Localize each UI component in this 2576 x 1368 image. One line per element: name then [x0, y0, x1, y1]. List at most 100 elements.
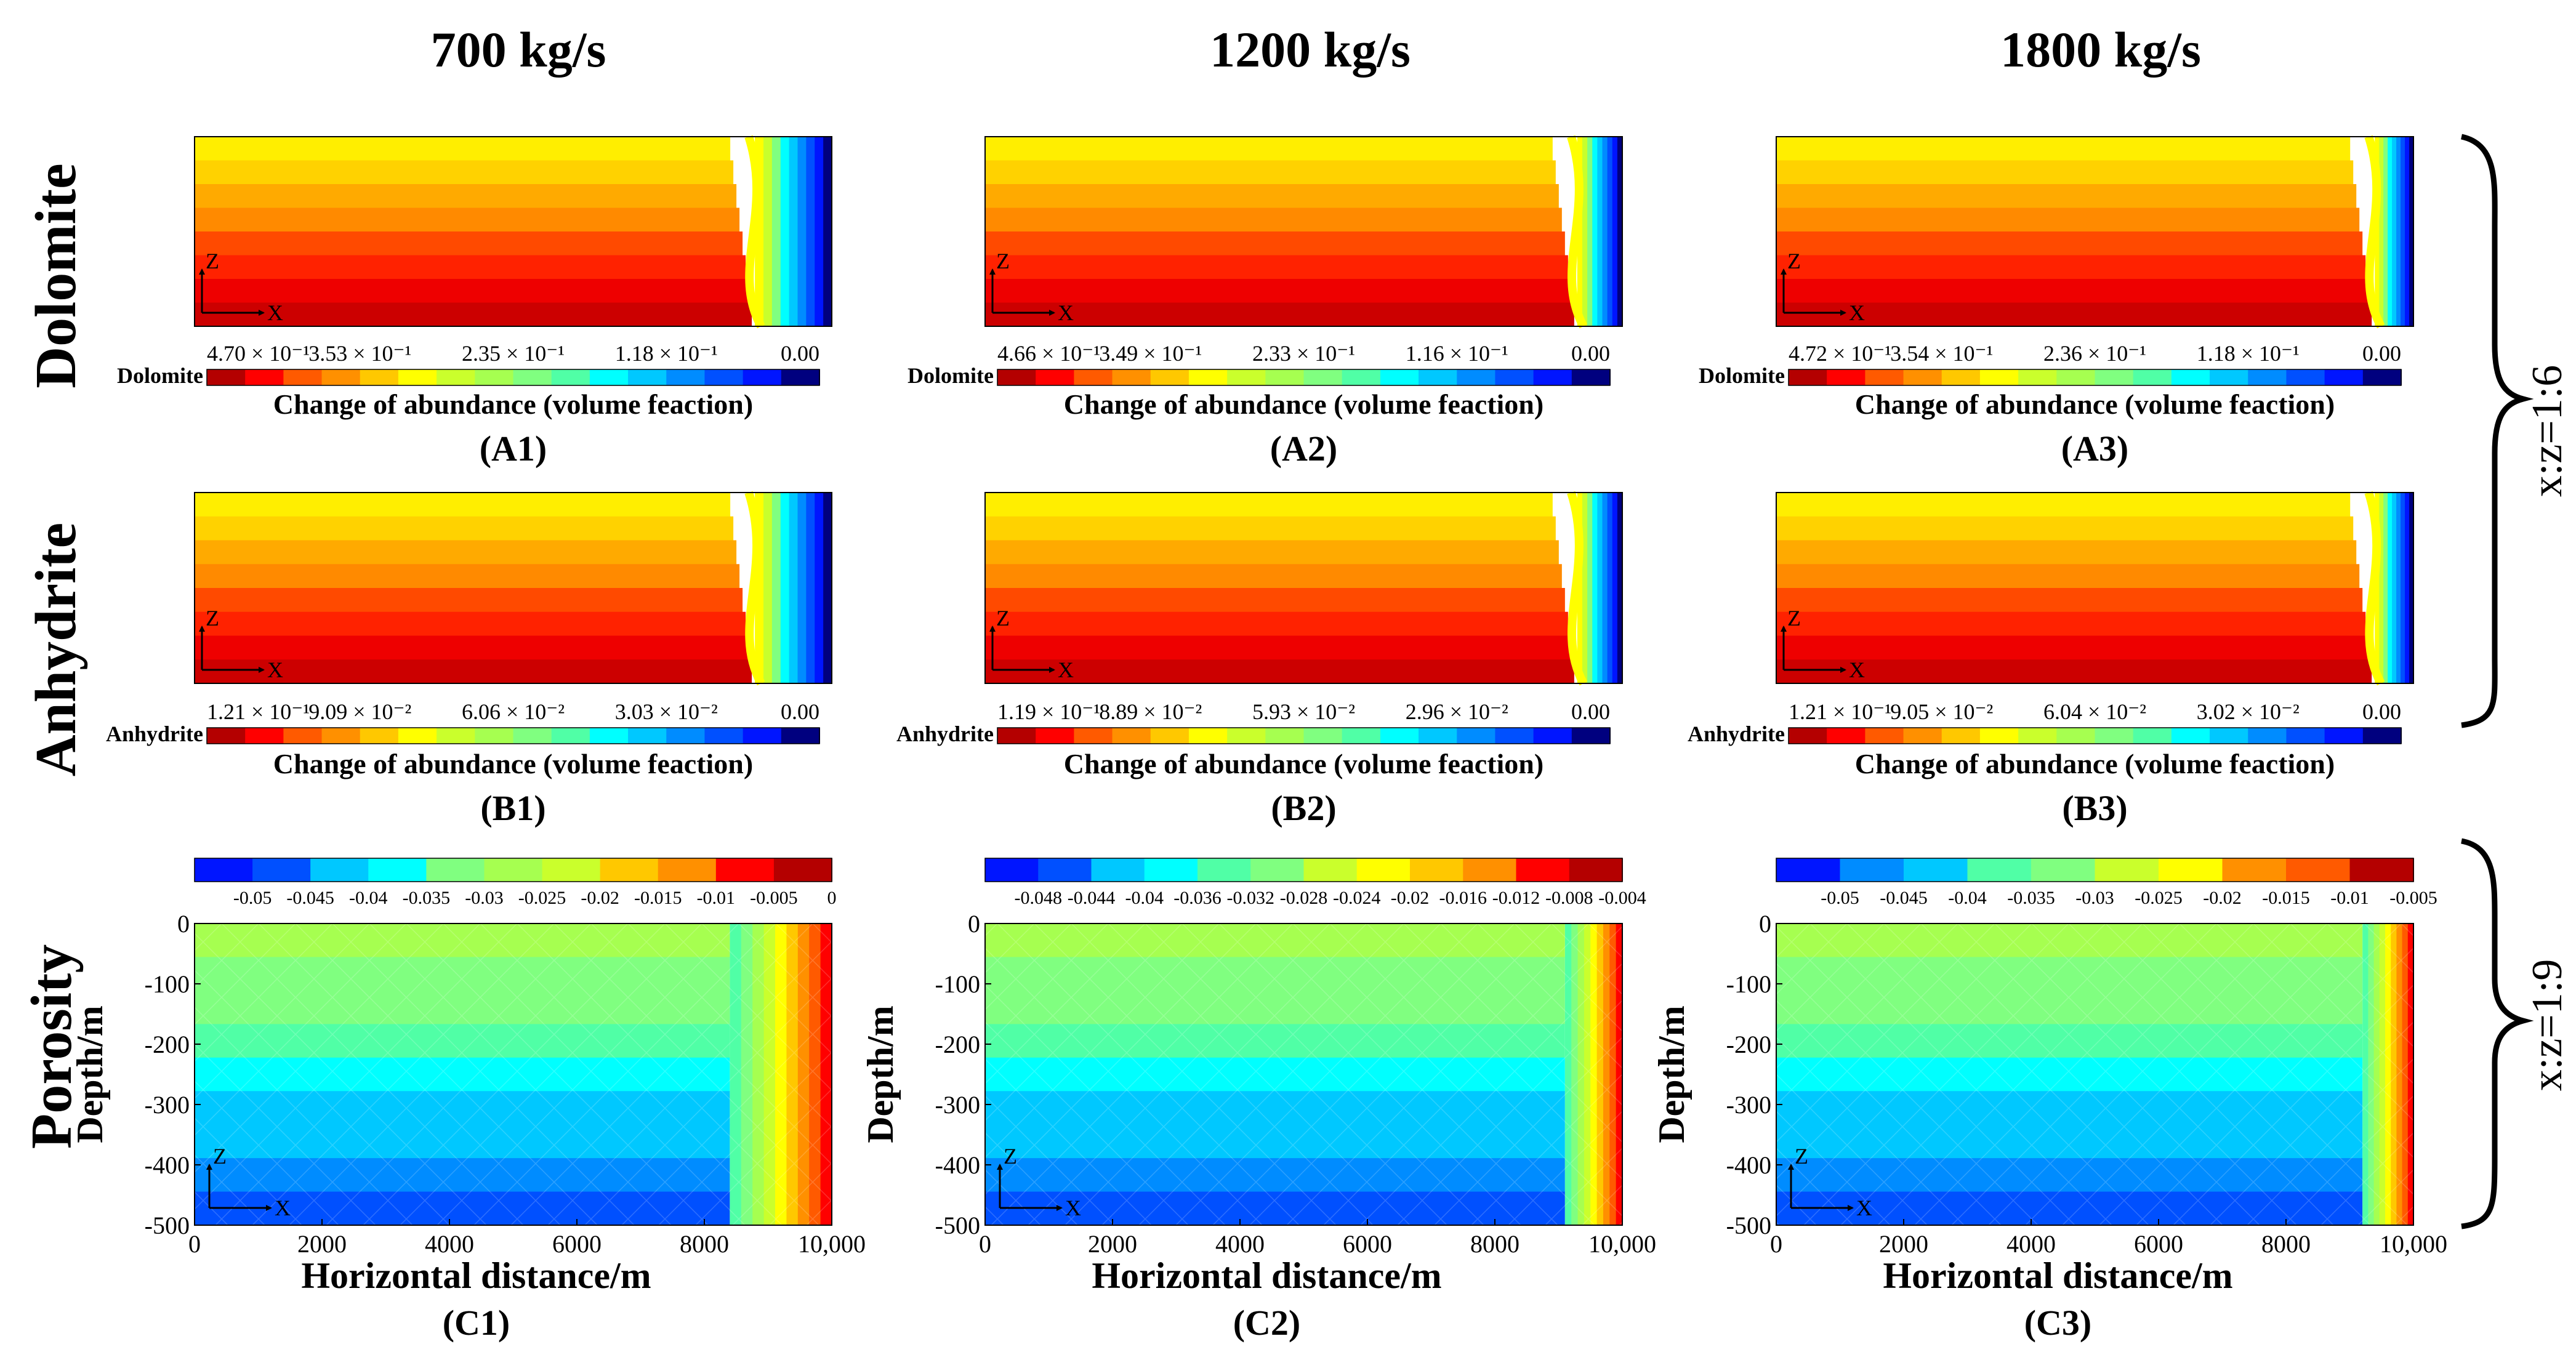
- colorbar-title: Change of abundance (volume feaction): [273, 388, 753, 420]
- plot-frame-C2: [984, 923, 1623, 1226]
- colorbar-tick-label: 0: [827, 888, 837, 908]
- x-axis-label: X: [1058, 658, 1074, 682]
- row-title-anhydrite: Anhydrite: [24, 523, 88, 777]
- z-axis-label: Z: [1795, 1144, 1808, 1169]
- colorbar-tick-label: 2.36 × 10⁻¹: [2043, 341, 2146, 366]
- panel-label: (A3): [2061, 429, 2129, 469]
- front-zone-A1-6: [806, 137, 816, 326]
- colorbar-name: Dolomite: [908, 363, 994, 388]
- colorbar-tick-label: -0.045: [286, 888, 334, 908]
- front-zone-B1-2: [771, 493, 781, 683]
- panel-label: (C1): [443, 1303, 510, 1343]
- colorbar-swatch: [2362, 369, 2402, 385]
- band-A3-1: [1776, 160, 2354, 185]
- column-header-700: 700 kg/s: [431, 22, 606, 78]
- panel-C3: -0.05 -0.045 -0.04 -0.035 -0.03 -0.025 -0.02 -0…: [1651, 858, 2447, 1343]
- colorbar-swatch: [551, 728, 590, 744]
- x-tick-label: 4000: [2006, 1230, 2056, 1258]
- colorbar-frame: [984, 858, 1623, 882]
- colorbar-tick-label: -0.02: [2203, 888, 2242, 908]
- colorbar-tick-label: 1.16 × 10⁻¹: [1406, 341, 1508, 366]
- front-line-A1: [744, 135, 765, 329]
- x-tick-label: 2000: [1088, 1230, 1137, 1258]
- colorbar-swatch: [666, 369, 706, 385]
- z-axis-label: Z: [996, 606, 1010, 630]
- colorbar-swatch: [1112, 369, 1151, 385]
- colorbar-tick-label: -0.04: [1125, 888, 1164, 908]
- colorbar-swatch: [1419, 369, 1458, 385]
- colorbar-swatch: [2018, 728, 2058, 744]
- plot-frame-C1: [194, 923, 832, 1226]
- colorbar-tick-label: 6.04 × 10⁻²: [2043, 699, 2146, 724]
- colorbar-swatch: [2324, 728, 2364, 744]
- y-tick-label: -100: [1726, 970, 1771, 998]
- colorbar-swatch: [310, 858, 369, 882]
- colorbar-swatch: [1789, 369, 1828, 385]
- colorbar-swatch: [1865, 369, 1904, 385]
- front-zone-A2-2: [1587, 137, 1593, 326]
- x-axis-label: X: [267, 658, 283, 682]
- colorbar-swatch: [1342, 369, 1381, 385]
- colorbar-swatch: [2133, 369, 2172, 385]
- colorbar-swatch: [2171, 369, 2211, 385]
- colorbar-tick-label: 1.18 × 10⁻¹: [2197, 341, 2300, 366]
- band-B3-5: [1776, 611, 2366, 637]
- colorbar-tick-label: 2.33 × 10⁻¹: [1252, 341, 1355, 366]
- colorbar-swatch: [781, 369, 820, 385]
- z-axis-label: Z: [1004, 1144, 1017, 1169]
- colorbar-swatch: [321, 369, 361, 385]
- front-zone-B1-6: [806, 493, 816, 683]
- x-axis-label: X: [267, 300, 283, 325]
- colorbar-tick-label: -0.012: [1492, 888, 1540, 908]
- colorbar-swatch: [1533, 369, 1572, 385]
- colorbar-tick-label: -0.015: [2262, 888, 2310, 908]
- front-zone-A3-5: [2396, 137, 2402, 326]
- colorbar-swatch: [1038, 858, 1092, 882]
- colorbar-swatch: [2248, 728, 2287, 744]
- front-line-A3: [2364, 135, 2385, 329]
- panel-label: (B3): [2062, 788, 2127, 828]
- colorbar-swatch: [475, 369, 514, 385]
- colorbar-swatch: [398, 728, 438, 744]
- front-zone-B1-5: [797, 493, 807, 683]
- colorbar-frame: [1788, 727, 2402, 744]
- plot-frame-B3: [1776, 492, 2414, 684]
- band-A2-7: [985, 302, 1574, 327]
- colorbar-swatch: [1265, 369, 1305, 385]
- colorbar-tick-label: -0.008: [1545, 888, 1593, 908]
- front-zone-B1-7: [815, 493, 824, 683]
- colorbar-swatch: [1903, 728, 1942, 744]
- colorbar-swatch: [1303, 858, 1358, 882]
- plot-frame-A1: [194, 136, 832, 327]
- front-zone-A1-8: [823, 137, 832, 326]
- front-zone-B3-3: [2388, 493, 2393, 683]
- z-axis-label: Z: [1787, 606, 1801, 630]
- colorbar-swatch: [2286, 369, 2325, 385]
- colorbar-tick-label: -0.04: [1948, 888, 1987, 908]
- row-title-porosity: Porosity: [20, 944, 84, 1149]
- front-line-B3: [2364, 491, 2385, 686]
- colorbar-swatch: [1865, 728, 1904, 744]
- front-zone-A1-5: [797, 137, 807, 326]
- colorbar-tick-label: -0.01: [2330, 888, 2369, 908]
- colorbar-swatch: [1495, 728, 1534, 744]
- colorbar-swatch: [666, 728, 706, 744]
- band-A3-3: [1776, 207, 2360, 232]
- front-zone-A2-3: [1592, 137, 1598, 326]
- band-A2-6: [985, 279, 1571, 304]
- colorbar-frame: [1788, 369, 2402, 386]
- x-tick-label: 8000: [680, 1230, 729, 1258]
- x-axis-label: X: [1849, 658, 1865, 682]
- front-zone-B1-3: [780, 493, 790, 683]
- colorbar-swatch: [1516, 858, 1570, 882]
- y-axis-title: Depth/m: [70, 1005, 110, 1143]
- y-axis-title: Depth/m: [860, 1005, 901, 1143]
- colorbar-swatch: [1303, 728, 1343, 744]
- colorbar-tick-label: 0.00: [781, 341, 819, 366]
- colorbar-tick-label: -0.044: [1068, 888, 1116, 908]
- band-A3-5: [1776, 255, 2366, 280]
- x-axis-title: Horizontal distance/m: [301, 1255, 651, 1296]
